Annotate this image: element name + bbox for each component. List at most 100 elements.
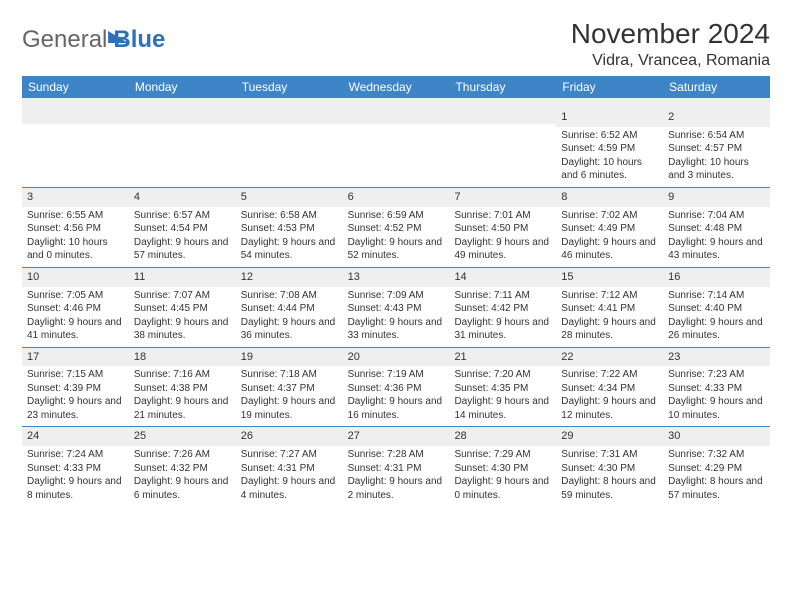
day-body: Sunrise: 6:58 AMSunset: 4:53 PMDaylight:… — [236, 207, 343, 267]
daylight-text: Daylight: 10 hours and 3 minutes. — [668, 156, 765, 183]
day-body: Sunrise: 7:04 AMSunset: 4:48 PMDaylight:… — [663, 207, 770, 267]
day-body: Sunrise: 7:32 AMSunset: 4:29 PMDaylight:… — [663, 446, 770, 506]
sunrise-text: Sunrise: 7:16 AM — [134, 368, 231, 382]
day-number: 3 — [22, 188, 129, 207]
sunset-text: Sunset: 4:39 PM — [27, 382, 124, 396]
sunrise-text: Sunrise: 7:05 AM — [27, 289, 124, 303]
location: Vidra, Vrancea, Romania — [571, 52, 770, 70]
day-body: Sunrise: 7:08 AMSunset: 4:44 PMDaylight:… — [236, 287, 343, 347]
sunrise-text: Sunrise: 7:19 AM — [348, 368, 445, 382]
sunrise-text: Sunrise: 7:28 AM — [348, 448, 445, 462]
daylight-text: Daylight: 10 hours and 6 minutes. — [561, 156, 658, 183]
sunset-text: Sunset: 4:36 PM — [348, 382, 445, 396]
daylight-text: Daylight: 9 hours and 52 minutes. — [348, 236, 445, 263]
week-row: 10Sunrise: 7:05 AMSunset: 4:46 PMDayligh… — [22, 267, 770, 347]
sunset-text: Sunset: 4:52 PM — [348, 222, 445, 236]
week-row: 24Sunrise: 7:24 AMSunset: 4:33 PMDayligh… — [22, 426, 770, 506]
sunset-text: Sunset: 4:41 PM — [561, 302, 658, 316]
weekday-header: Tuesday — [236, 76, 343, 98]
sunset-text: Sunset: 4:31 PM — [241, 462, 338, 476]
daylight-text: Daylight: 10 hours and 0 minutes. — [27, 236, 124, 263]
day-number: 10 — [22, 268, 129, 287]
daylight-text: Daylight: 9 hours and 57 minutes. — [134, 236, 231, 263]
sunset-text: Sunset: 4:33 PM — [668, 382, 765, 396]
daylight-text: Daylight: 9 hours and 4 minutes. — [241, 475, 338, 502]
day-number: 16 — [663, 268, 770, 287]
day-number: 30 — [663, 427, 770, 446]
sunset-text: Sunset: 4:30 PM — [561, 462, 658, 476]
day-number: 5 — [236, 188, 343, 207]
day-body: Sunrise: 7:12 AMSunset: 4:41 PMDaylight:… — [556, 287, 663, 347]
day-cell: 3Sunrise: 6:55 AMSunset: 4:56 PMDaylight… — [22, 188, 129, 267]
day-number: 25 — [129, 427, 236, 446]
weekday-header: Thursday — [449, 76, 556, 98]
sunset-text: Sunset: 4:31 PM — [348, 462, 445, 476]
daylight-text: Daylight: 9 hours and 46 minutes. — [561, 236, 658, 263]
weekday-header: Sunday — [22, 76, 129, 98]
day-cell: 8 Sunrise: 7:02 AMSunset: 4:49 PMDaylight… — [556, 188, 663, 267]
day-cell: 1Sunrise: 6:52 AMSunset: 4:59 PMDaylight… — [556, 108, 663, 187]
day-number: 4 — [129, 188, 236, 207]
day-number: 9 — [663, 188, 770, 207]
logo-text-general: General — [22, 26, 107, 54]
day-body: Sunrise: 7:16 AMSunset: 4:38 PMDaylight:… — [129, 366, 236, 426]
sunrise-text: Sunrise: 6:54 AM — [668, 129, 765, 143]
day-cell: 4Sunrise: 6:57 AMSunset: 4:54 PMDaylight… — [129, 188, 236, 267]
day-number: 20 — [343, 348, 450, 367]
day-number: 18 — [129, 348, 236, 367]
daylight-text: Daylight: 9 hours and 0 minutes. — [454, 475, 551, 502]
day-cell: 16Sunrise: 7:14 AMSunset: 4:40 PMDayligh… — [663, 268, 770, 347]
sunrise-text: Sunrise: 7:11 AM — [454, 289, 551, 303]
daylight-text: Daylight: 9 hours and 31 minutes. — [454, 316, 551, 343]
day-cell: 5Sunrise: 6:58 AMSunset: 4:53 PMDaylight… — [236, 188, 343, 267]
day-body: Sunrise: 6:57 AMSunset: 4:54 PMDaylight:… — [129, 207, 236, 267]
daylight-text: Daylight: 9 hours and 10 minutes. — [668, 395, 765, 422]
sunset-text: Sunset: 4:59 PM — [561, 142, 658, 156]
day-body: Sunrise: 6:59 AMSunset: 4:52 PMDaylight:… — [343, 207, 450, 267]
daylight-text: Daylight: 9 hours and 8 minutes. — [27, 475, 124, 502]
day-cell: 27Sunrise: 7:28 AMSunset: 4:31 PMDayligh… — [343, 427, 450, 506]
daylight-text: Daylight: 8 hours and 57 minutes. — [668, 475, 765, 502]
day-cell: 6Sunrise: 6:59 AMSunset: 4:52 PMDaylight… — [343, 188, 450, 267]
day-number: 23 — [663, 348, 770, 367]
daylight-text: Daylight: 9 hours and 26 minutes. — [668, 316, 765, 343]
sunset-text: Sunset: 4:33 PM — [27, 462, 124, 476]
day-number — [343, 108, 450, 124]
day-body — [236, 124, 343, 184]
sunrise-text: Sunrise: 7:02 AM — [561, 209, 658, 223]
day-cell: 29Sunrise: 7:31 AMSunset: 4:30 PMDayligh… — [556, 427, 663, 506]
daylight-text: Daylight: 9 hours and 36 minutes. — [241, 316, 338, 343]
day-cell: 24Sunrise: 7:24 AMSunset: 4:33 PMDayligh… — [22, 427, 129, 506]
weekday-header: Monday — [129, 76, 236, 98]
daylight-text: Daylight: 9 hours and 28 minutes. — [561, 316, 658, 343]
day-number: 12 — [236, 268, 343, 287]
day-cell: 10Sunrise: 7:05 AMSunset: 4:46 PMDayligh… — [22, 268, 129, 347]
daylight-text: Daylight: 9 hours and 43 minutes. — [668, 236, 765, 263]
day-number — [129, 108, 236, 124]
sunrise-text: Sunrise: 7:12 AM — [561, 289, 658, 303]
week-row: 3Sunrise: 6:55 AMSunset: 4:56 PMDaylight… — [22, 187, 770, 267]
daylight-text: Daylight: 9 hours and 14 minutes. — [454, 395, 551, 422]
logo: General Blue — [22, 26, 165, 54]
sunset-text: Sunset: 4:35 PM — [454, 382, 551, 396]
sunrise-text: Sunrise: 7:32 AM — [668, 448, 765, 462]
sunrise-text: Sunrise: 6:52 AM — [561, 129, 658, 143]
day-cell — [129, 108, 236, 187]
day-body — [449, 124, 556, 184]
month-title: November 2024 — [571, 18, 770, 50]
day-cell: 22Sunrise: 7:22 AMSunset: 4:34 PMDayligh… — [556, 348, 663, 427]
day-number: 19 — [236, 348, 343, 367]
day-cell: 9Sunrise: 7:04 AMSunset: 4:48 PMDaylight… — [663, 188, 770, 267]
day-cell — [236, 108, 343, 187]
day-body: Sunrise: 7:01 AMSunset: 4:50 PMDaylight:… — [449, 207, 556, 267]
sunrise-text: Sunrise: 7:27 AM — [241, 448, 338, 462]
day-cell: 7Sunrise: 7:01 AMSunset: 4:50 PMDaylight… — [449, 188, 556, 267]
sunrise-text: Sunrise: 7:31 AM — [561, 448, 658, 462]
calendar: SundayMondayTuesdayWednesdayThursdayFrid… — [22, 76, 770, 506]
sunset-text: Sunset: 4:49 PM — [561, 222, 658, 236]
day-number: 8 — [556, 188, 663, 207]
day-cell: 11Sunrise: 7:07 AMSunset: 4:45 PMDayligh… — [129, 268, 236, 347]
day-body: Sunrise: 7:26 AMSunset: 4:32 PMDaylight:… — [129, 446, 236, 506]
day-number — [22, 108, 129, 124]
day-body: Sunrise: 7:05 AMSunset: 4:46 PMDaylight:… — [22, 287, 129, 347]
